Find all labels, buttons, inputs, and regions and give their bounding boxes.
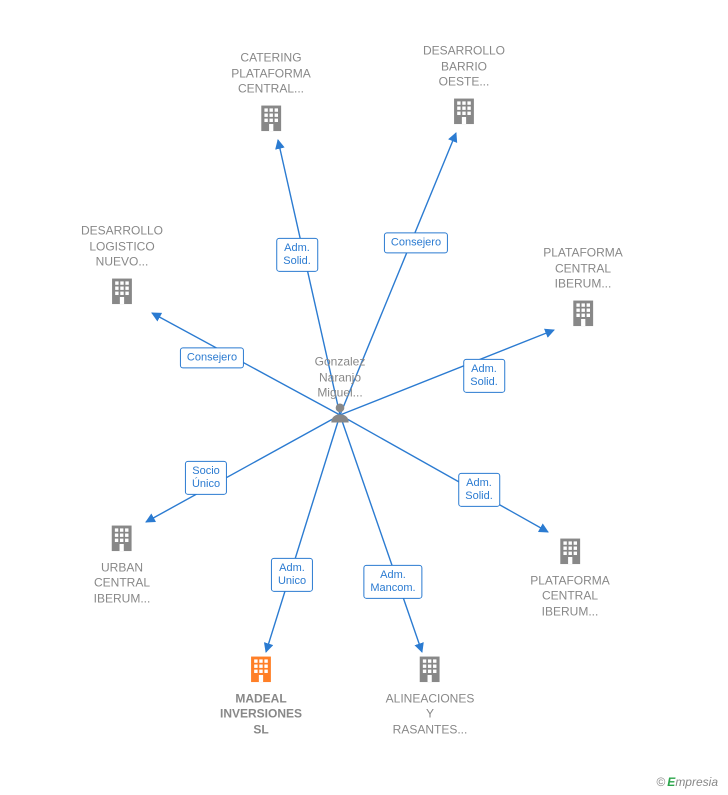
company-node-barrio[interactable]: DESARROLLO BARRIO OESTE... bbox=[423, 43, 505, 132]
company-node-plat1[interactable]: PLATAFORMA CENTRAL IBERUM... bbox=[543, 245, 623, 334]
edge-label: Adm. Solid. bbox=[276, 238, 318, 272]
company-node-urban[interactable]: URBAN CENTRAL IBERUM... bbox=[94, 517, 151, 606]
building-icon bbox=[220, 652, 302, 691]
company-label: ALINEACIONES Y RASANTES... bbox=[386, 691, 475, 738]
edge-label: Consejero bbox=[384, 232, 448, 253]
person-icon bbox=[327, 400, 353, 431]
company-node-logistico[interactable]: DESARROLLO LOGISTICO NUEVO... bbox=[81, 223, 163, 312]
building-icon bbox=[530, 534, 610, 573]
company-node-alinea[interactable]: ALINEACIONES Y RASANTES... bbox=[386, 648, 475, 737]
company-node-catering[interactable]: CATERING PLATAFORMA CENTRAL... bbox=[231, 50, 311, 139]
brand-rest: mpresia bbox=[675, 775, 718, 789]
company-label: DESARROLLO BARRIO OESTE... bbox=[423, 43, 505, 90]
building-icon bbox=[543, 296, 623, 335]
edge-line bbox=[340, 415, 422, 652]
building-icon bbox=[231, 101, 311, 140]
center-person-label: Gonzalez Naranjo Miguel... bbox=[295, 355, 385, 402]
edge-label: Consejero bbox=[180, 347, 244, 368]
edge-label: Adm. Solid. bbox=[458, 473, 500, 507]
company-node-madeal[interactable]: MADEAL INVERSIONES SL bbox=[220, 648, 302, 737]
edge-line bbox=[266, 415, 340, 652]
company-label: PLATAFORMA CENTRAL IBERUM... bbox=[543, 245, 623, 292]
company-label: MADEAL INVERSIONES SL bbox=[220, 691, 302, 738]
building-icon bbox=[94, 521, 151, 560]
company-label: CATERING PLATAFORMA CENTRAL... bbox=[231, 50, 311, 97]
watermark: ©Empresia bbox=[656, 775, 718, 789]
copyright-symbol: © bbox=[656, 775, 665, 789]
company-label: DESARROLLO LOGISTICO NUEVO... bbox=[81, 223, 163, 270]
building-icon bbox=[423, 94, 505, 133]
company-label: URBAN CENTRAL IBERUM... bbox=[94, 560, 151, 607]
edge-label: Adm. Mancom. bbox=[363, 565, 422, 599]
edge-label: Adm. Unico bbox=[271, 558, 313, 592]
edge-line bbox=[146, 415, 340, 522]
center-person-node[interactable]: Gonzalez Naranjo Miguel... bbox=[327, 400, 353, 431]
company-node-plat2[interactable]: PLATAFORMA CENTRAL IBERUM... bbox=[530, 530, 610, 619]
building-icon bbox=[81, 274, 163, 313]
edge-line bbox=[340, 415, 548, 532]
building-icon bbox=[386, 652, 475, 691]
edge-label: Adm. Solid. bbox=[463, 359, 505, 393]
edge-label: Socio Único bbox=[185, 461, 227, 495]
company-label: PLATAFORMA CENTRAL IBERUM... bbox=[530, 573, 610, 620]
